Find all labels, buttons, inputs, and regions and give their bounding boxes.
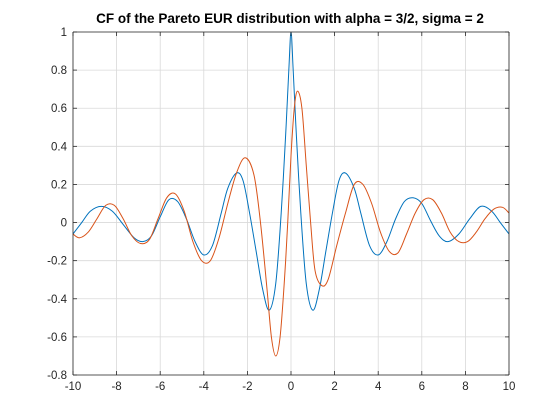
y-tick-label: 1 — [61, 27, 67, 39]
y-tick-label: -0.8 — [47, 370, 67, 382]
x-tick-label: 2 — [331, 381, 337, 393]
series-line-2 — [73, 90, 509, 357]
y-tick-label: 0.6 — [51, 103, 67, 115]
chart-title: CF of the Pareto EUR distribution with a… — [96, 11, 484, 26]
x-tick-label: 4 — [375, 381, 382, 393]
x-tick-label: -2 — [242, 381, 252, 393]
x-tick-label: -10 — [65, 381, 82, 393]
y-tick-label: -0.4 — [47, 294, 67, 306]
y-ticks: -0.8 -0.6 -0.4 -0.2 0 0.2 0.4 0.6 0.8 1 — [47, 27, 509, 382]
x-tick-label: 0 — [288, 381, 294, 393]
x-tick-label: 8 — [462, 381, 468, 393]
y-tick-label: -0.6 — [47, 332, 67, 344]
series-line-1 — [73, 32, 509, 311]
y-tick-label: 0.2 — [51, 179, 67, 191]
x-ticks: -10 -8 -6 -4 -2 0 2 4 6 8 10 — [65, 32, 516, 393]
y-tick-label: -0.2 — [47, 256, 67, 268]
x-tick-label: -6 — [155, 381, 165, 393]
y-tick-label: 0.8 — [51, 65, 67, 77]
x-tick-label: -4 — [199, 381, 210, 393]
y-tick-label: 0.4 — [51, 141, 68, 153]
series-layer — [73, 32, 509, 357]
x-tick-label: -8 — [111, 381, 121, 393]
x-tick-label: 10 — [503, 381, 516, 393]
y-tick-label: 0 — [61, 218, 67, 230]
x-tick-label: 6 — [419, 381, 425, 393]
